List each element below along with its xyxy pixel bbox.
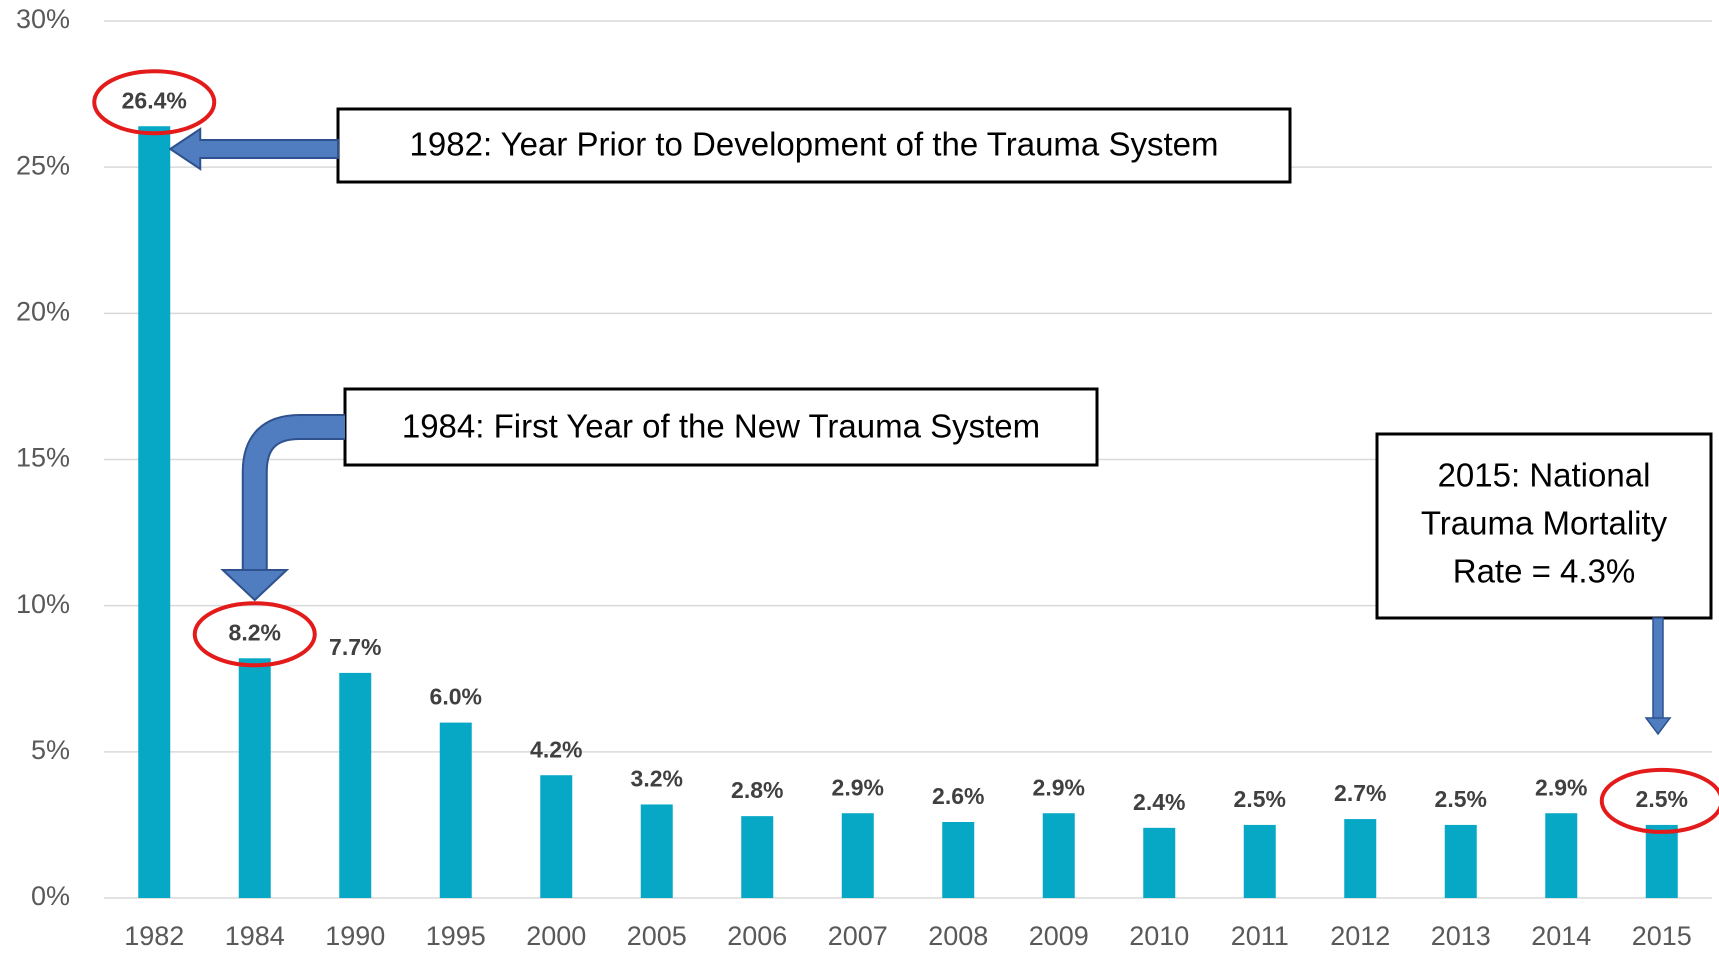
x-tick-label: 2014 bbox=[1531, 921, 1591, 951]
highlight-ellipse bbox=[1599, 767, 1719, 834]
arrow bbox=[220, 569, 290, 602]
bar bbox=[1444, 824, 1477, 898]
y-tick-label: 0% bbox=[31, 881, 70, 911]
y-tick-label: 20% bbox=[16, 296, 70, 326]
arrow bbox=[243, 416, 345, 572]
arrow bbox=[168, 127, 339, 171]
x-tick-label: 2010 bbox=[1129, 921, 1189, 951]
annotation: 1984: First Year of the New Trauma Syste… bbox=[402, 408, 1040, 445]
arrow bbox=[1644, 717, 1672, 736]
annotation: Rate = 4.3% bbox=[1453, 553, 1636, 590]
x-tick-label: 2015 bbox=[1632, 921, 1692, 951]
y-tick-label: 15% bbox=[16, 443, 70, 473]
value-label: 2.8% bbox=[731, 777, 783, 803]
x-tick-label: 2011 bbox=[1231, 921, 1289, 951]
bar bbox=[138, 126, 171, 899]
x-tick-label: 2012 bbox=[1330, 921, 1390, 951]
value-label: 2.4% bbox=[1133, 789, 1185, 815]
highlight-ellipse bbox=[92, 69, 217, 136]
x-tick-label: 2008 bbox=[928, 921, 988, 951]
bar bbox=[339, 672, 372, 898]
y-tick-label: 5% bbox=[31, 735, 70, 765]
value-label: 26.4% bbox=[122, 87, 187, 113]
x-tick-label: 1995 bbox=[426, 921, 486, 951]
annotation: 2015: National bbox=[1438, 457, 1651, 494]
x-tick-label: 2007 bbox=[828, 921, 888, 951]
bar bbox=[1143, 827, 1176, 898]
y-tick-label: 30% bbox=[16, 4, 70, 34]
x-tick-label: 1982 bbox=[124, 921, 184, 951]
value-label: 6.0% bbox=[430, 684, 482, 710]
bar bbox=[942, 821, 975, 898]
x-tick-label: 2009 bbox=[1029, 921, 1089, 951]
annotation: Trauma Mortality bbox=[1421, 505, 1668, 542]
y-tick-label: 10% bbox=[16, 589, 70, 619]
annotation: 1982: Year Prior to Development of the T… bbox=[410, 126, 1219, 163]
bar bbox=[1344, 819, 1377, 898]
value-label: 2.7% bbox=[1334, 780, 1386, 806]
value-label: 2.5% bbox=[1435, 786, 1487, 812]
bar bbox=[640, 804, 673, 898]
value-label: 3.2% bbox=[631, 766, 683, 792]
highlight-ellipse bbox=[192, 601, 317, 668]
x-tick-label: 2006 bbox=[727, 921, 787, 951]
value-label: 4.2% bbox=[530, 736, 582, 762]
bar bbox=[439, 722, 472, 898]
value-label: 2.9% bbox=[1535, 774, 1587, 800]
bar bbox=[1645, 824, 1678, 898]
arrow bbox=[1652, 617, 1664, 721]
value-label: 7.7% bbox=[329, 634, 381, 660]
value-label: 2.9% bbox=[832, 774, 884, 800]
value-label: 2.6% bbox=[932, 783, 984, 809]
value-label: 8.2% bbox=[229, 619, 281, 645]
x-tick-label: 2000 bbox=[526, 921, 586, 951]
bar bbox=[540, 775, 573, 898]
value-label: 2.5% bbox=[1636, 786, 1688, 812]
bar bbox=[1545, 813, 1578, 898]
x-tick-label: 2013 bbox=[1431, 921, 1491, 951]
x-tick-label: 1984 bbox=[225, 921, 285, 951]
value-label: 2.9% bbox=[1033, 774, 1085, 800]
bar bbox=[1243, 824, 1276, 898]
bar bbox=[841, 813, 874, 898]
bar bbox=[1042, 813, 1075, 898]
bar bbox=[741, 816, 774, 898]
y-tick-label: 25% bbox=[16, 150, 70, 180]
annotation-box bbox=[1375, 432, 1713, 620]
value-label: 2.5% bbox=[1234, 786, 1286, 812]
annotation-box bbox=[343, 387, 1099, 467]
x-tick-label: 1990 bbox=[325, 921, 385, 951]
bar bbox=[238, 658, 271, 898]
x-tick-label: 2005 bbox=[627, 921, 687, 951]
